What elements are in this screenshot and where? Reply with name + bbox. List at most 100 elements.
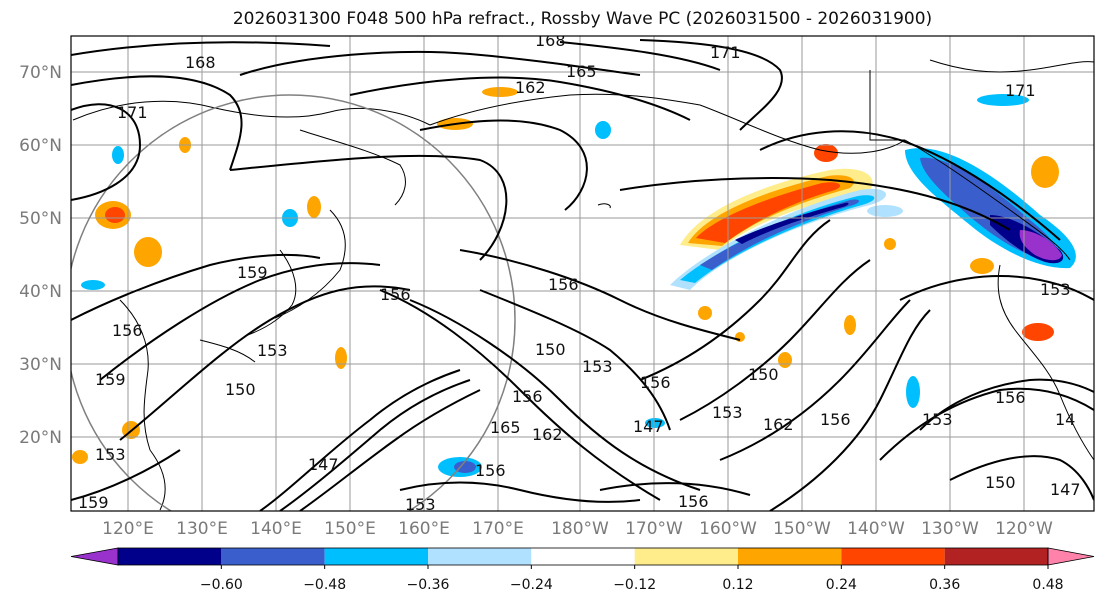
blob	[134, 237, 162, 267]
contour-label-group: 168 165 171 162 171 168 171 159 156 156 …	[78, 31, 1081, 514]
latitude-label: 50°N	[19, 209, 62, 229]
blob	[1022, 323, 1054, 341]
longitude-label: 140°W	[847, 519, 905, 539]
contour-label: 150	[225, 380, 256, 399]
contour-label: 165	[566, 62, 597, 81]
colorbar-segment	[531, 548, 635, 565]
contour-label: 153	[257, 341, 288, 360]
colorbar-frame	[117, 547, 1049, 566]
coastlines	[72, 59, 1094, 511]
contour-label: 153	[405, 495, 436, 514]
contour-label: 156	[112, 321, 143, 340]
map-title: 2026031300 F048 500 hPa refract., Rossby…	[232, 9, 933, 29]
blob	[595, 121, 611, 139]
blob	[844, 315, 856, 335]
longitude-label: 140°E	[250, 519, 302, 539]
latitude-label: 30°N	[19, 355, 62, 375]
colorbar-segment	[428, 548, 532, 565]
blob	[735, 332, 745, 342]
colorbar-segment	[841, 548, 945, 565]
longitude-label: 160°W	[699, 519, 757, 539]
blob	[81, 280, 105, 290]
colorbar-tick-label: −0.36	[407, 577, 450, 593]
latitude-label: 40°N	[19, 282, 62, 302]
contour-label: 165	[490, 418, 521, 437]
colorbar-tick-label: −0.60	[200, 577, 243, 593]
contour-label: 156	[548, 275, 579, 294]
colorbar-extend-left	[70, 547, 119, 566]
colorbar-tick-label: −0.48	[303, 577, 346, 593]
contour-label: 156	[475, 461, 506, 480]
contour-lines	[71, 39, 1094, 511]
longitude-label: 130°W	[921, 519, 979, 539]
blob	[867, 205, 903, 217]
contour-label: 153	[712, 403, 743, 422]
blob	[1031, 156, 1059, 188]
blob	[884, 238, 896, 250]
contour-label: 147	[308, 455, 339, 474]
colorbar-segment	[324, 548, 428, 565]
blob	[112, 146, 124, 164]
blob	[778, 352, 792, 368]
contour-label: 168	[535, 31, 566, 50]
contour-label: 159	[237, 263, 268, 282]
blob	[698, 306, 712, 320]
blob	[454, 461, 476, 473]
longitude-label: 170°W	[625, 519, 683, 539]
blob	[645, 418, 665, 428]
contour-label: 162	[763, 415, 794, 434]
contour-label: 159	[95, 370, 126, 389]
latitude-label: 70°N	[19, 63, 62, 83]
blob	[335, 347, 347, 369]
colorbar-segment	[944, 548, 1048, 565]
longitude-label: 170°E	[472, 519, 524, 539]
longitude-label: 120°E	[102, 519, 154, 539]
contour-label: 153	[582, 357, 613, 376]
longitude-label: 180°W	[551, 519, 609, 539]
latitude-label: 60°N	[19, 136, 62, 156]
contour-label: 150	[985, 473, 1016, 492]
colorbar-tick-label: −0.12	[613, 577, 656, 593]
projection-circle	[71, 94, 516, 511]
contour-label: 150	[748, 365, 779, 384]
graticule	[71, 36, 1094, 511]
latitude-label: 20°N	[19, 428, 62, 448]
map-frame	[70, 35, 1095, 512]
colorbar-tick-label: 0.24	[826, 577, 857, 593]
contour-label: 171	[1005, 81, 1036, 100]
contour-label: 171	[710, 43, 741, 62]
contour-label: 14	[1055, 410, 1075, 429]
contour-label: 156	[995, 388, 1026, 407]
blob	[307, 196, 321, 218]
positive-anomaly-peak	[696, 182, 841, 243]
longitude-label: 150°E	[324, 519, 376, 539]
contour-label: 162	[532, 425, 563, 444]
map-area	[71, 36, 1094, 511]
blob	[72, 450, 88, 464]
colorbar-tick-label: 0.48	[1032, 577, 1063, 593]
contour-label: 156	[640, 373, 671, 392]
colorbar-segment	[118, 548, 222, 565]
colorbar-tick-labels: −0.60 −0.48 −0.36 −0.24 −0.12 0.12 0.24 0.36 0.4…	[200, 565, 1064, 593]
contour-label: 153	[95, 445, 126, 464]
contour-label: 171	[117, 103, 148, 122]
blob	[105, 207, 125, 223]
colorbar-segment	[221, 548, 325, 565]
contour-label: 156	[678, 492, 709, 511]
longitude-label: 120°W	[995, 519, 1053, 539]
longitude-label: 130°E	[176, 519, 228, 539]
contour-label: 156	[512, 387, 543, 406]
contour-label: 147	[633, 417, 664, 436]
blob	[977, 94, 1029, 106]
latitude-labels: 70°N 60°N 50°N 40°N 30°N 20°N	[19, 63, 62, 448]
longitude-label: 160°E	[398, 519, 450, 539]
colorbar-tick-label: −0.24	[510, 577, 553, 593]
colorbar	[70, 547, 1095, 566]
negative-anomaly-darkest	[735, 202, 849, 244]
contour-label: 156	[380, 285, 411, 304]
contour-label: 162	[515, 78, 546, 97]
colorbar-segment	[634, 548, 738, 565]
longitude-labels: 120°E 130°E 140°E 150°E 160°E 170°E 180°W 170°W…	[102, 519, 1053, 539]
colorbar-extend-right	[1047, 547, 1095, 566]
